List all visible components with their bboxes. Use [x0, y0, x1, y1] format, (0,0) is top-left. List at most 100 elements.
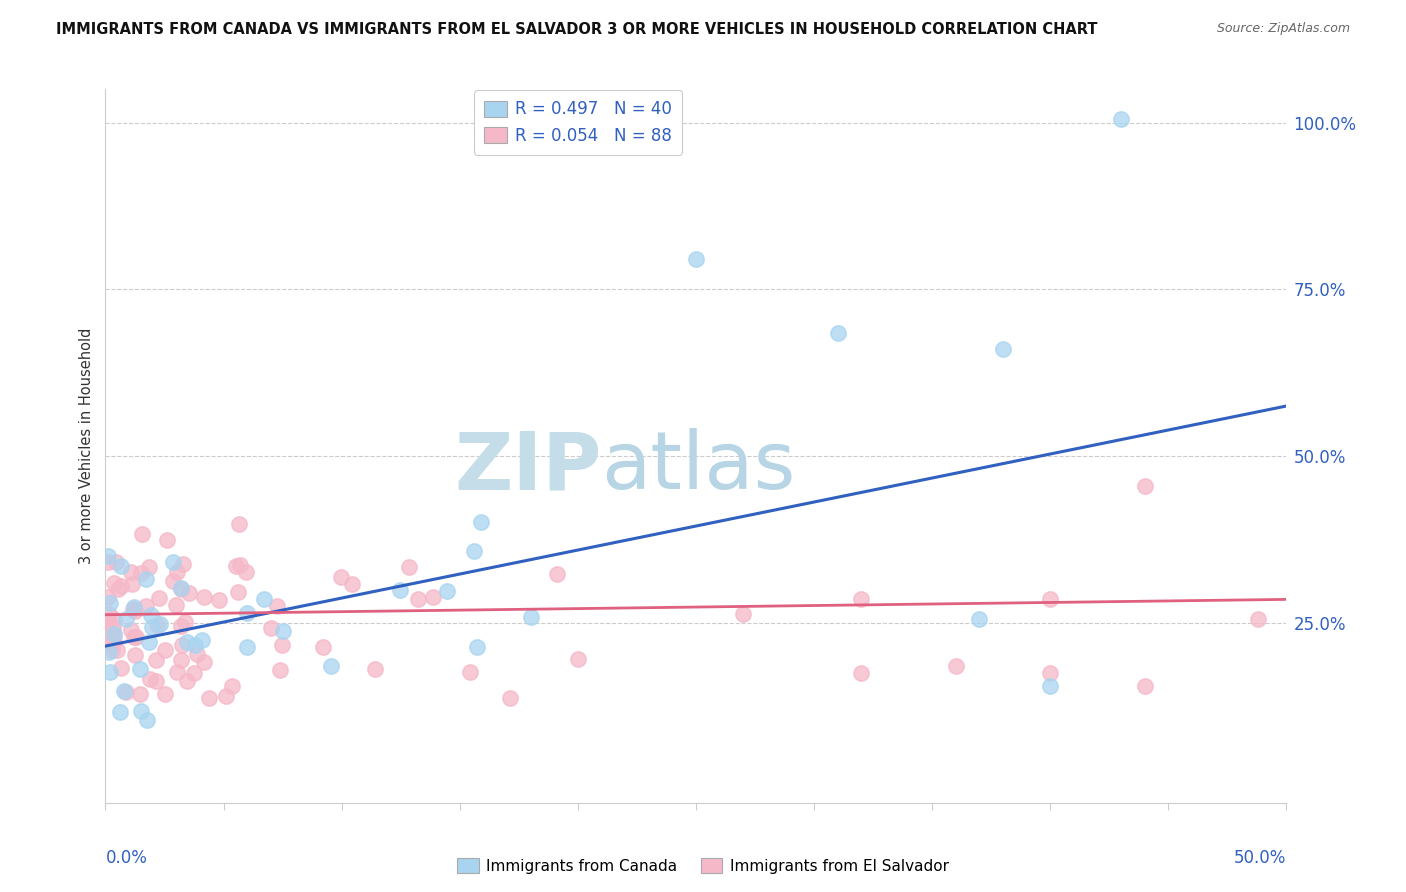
- Point: [121, 577, 143, 591]
- Point: [236, 640, 259, 655]
- Point: [225, 559, 247, 574]
- Point: [1133, 679, 1156, 693]
- Point: [266, 599, 288, 614]
- Point: [139, 608, 162, 623]
- Text: IMMIGRANTS FROM CANADA VS IMMIGRANTS FROM EL SALVADOR 3 OR MORE VEHICLES IN HOUS: IMMIGRANTS FROM CANADA VS IMMIGRANTS FRO…: [56, 22, 1098, 37]
- Point: [138, 559, 160, 574]
- Point: [169, 653, 191, 667]
- Point: [112, 683, 135, 698]
- Point: [685, 252, 707, 267]
- Point: [567, 652, 589, 666]
- Point: [103, 628, 125, 642]
- Point: [520, 610, 543, 624]
- Point: [460, 665, 482, 680]
- Point: [97, 556, 120, 570]
- Text: 50.0%: 50.0%: [1234, 849, 1286, 867]
- Point: [235, 565, 257, 579]
- Point: [120, 565, 142, 579]
- Point: [236, 606, 259, 620]
- Point: [470, 515, 492, 529]
- Point: [120, 623, 142, 637]
- Point: [228, 516, 250, 531]
- Point: [165, 598, 187, 612]
- Point: [135, 572, 157, 586]
- Legend: Immigrants from Canada, Immigrants from El Salvador: Immigrants from Canada, Immigrants from …: [451, 852, 955, 880]
- Point: [110, 579, 132, 593]
- Point: [340, 577, 363, 591]
- Point: [733, 607, 755, 621]
- Point: [1109, 112, 1132, 127]
- Point: [145, 653, 167, 667]
- Point: [208, 593, 231, 607]
- Point: [104, 555, 127, 569]
- Point: [103, 611, 125, 625]
- Point: [146, 618, 169, 632]
- Point: [193, 655, 215, 669]
- Point: [364, 663, 387, 677]
- Point: [422, 591, 444, 605]
- Point: [149, 617, 172, 632]
- Point: [183, 665, 205, 680]
- Point: [170, 638, 193, 652]
- Point: [170, 618, 193, 632]
- Point: [138, 635, 160, 649]
- Point: [173, 615, 195, 629]
- Point: [101, 643, 124, 657]
- Point: [221, 679, 243, 693]
- Point: [260, 621, 283, 635]
- Point: [108, 705, 131, 719]
- Point: [184, 638, 207, 652]
- Point: [122, 599, 145, 614]
- Point: [97, 590, 120, 604]
- Point: [138, 672, 160, 686]
- Point: [463, 544, 485, 558]
- Point: [176, 674, 198, 689]
- Point: [107, 643, 129, 657]
- Point: [114, 612, 136, 626]
- Point: [125, 630, 148, 644]
- Point: [145, 673, 167, 688]
- Point: [98, 596, 121, 610]
- Point: [193, 590, 215, 604]
- Point: [546, 566, 568, 581]
- Point: [1039, 679, 1062, 693]
- Point: [135, 599, 157, 613]
- Point: [226, 584, 249, 599]
- Point: [176, 635, 198, 649]
- Point: [330, 570, 353, 584]
- Point: [170, 581, 193, 595]
- Point: [162, 574, 184, 588]
- Point: [945, 659, 967, 673]
- Legend: R = 0.497   N = 40, R = 0.054   N = 88: R = 0.497 N = 40, R = 0.054 N = 88: [474, 90, 682, 154]
- Point: [1039, 665, 1062, 680]
- Point: [101, 638, 124, 652]
- Point: [991, 343, 1014, 357]
- Point: [122, 602, 145, 616]
- Point: [1247, 612, 1270, 626]
- Point: [827, 326, 849, 340]
- Point: [170, 582, 193, 597]
- Point: [969, 612, 991, 626]
- Point: [155, 687, 177, 701]
- Point: [135, 714, 157, 728]
- Point: [124, 648, 146, 662]
- Point: [141, 620, 163, 634]
- Point: [186, 648, 208, 662]
- Y-axis label: 3 or more Vehicles in Household: 3 or more Vehicles in Household: [79, 328, 94, 564]
- Point: [131, 566, 153, 580]
- Point: [166, 665, 188, 679]
- Point: [197, 691, 219, 706]
- Point: [465, 640, 488, 654]
- Point: [1133, 479, 1156, 493]
- Point: [101, 620, 124, 634]
- Point: [98, 645, 121, 659]
- Point: [271, 624, 294, 638]
- Point: [129, 687, 152, 701]
- Point: [103, 627, 125, 641]
- Point: [269, 663, 291, 677]
- Point: [97, 631, 120, 645]
- Point: [162, 555, 184, 569]
- Point: [271, 638, 294, 652]
- Point: [122, 630, 145, 644]
- Point: [115, 685, 138, 699]
